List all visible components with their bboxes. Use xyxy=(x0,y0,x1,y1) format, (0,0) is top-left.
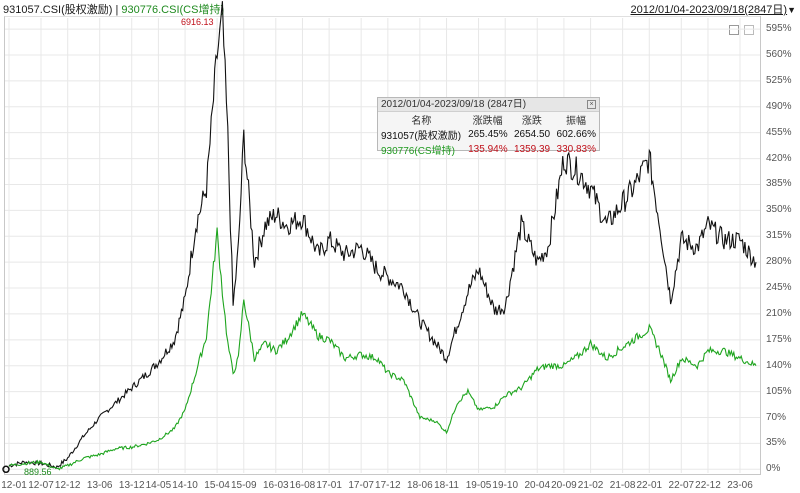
legend-row-name: 931057(股权激励) xyxy=(381,131,462,142)
legend-row-amp: 602.66% xyxy=(556,129,596,140)
x-tick-label: 17-07 xyxy=(348,480,374,491)
close-icon[interactable] xyxy=(744,25,754,35)
legend-column-header: 名称 涨跌幅 涨跌 振幅 xyxy=(378,112,599,127)
peak-annotation: 6916.13 xyxy=(181,17,214,27)
y-tick-label: 595% xyxy=(766,23,792,35)
close-icon[interactable]: × xyxy=(587,100,596,109)
y-tick-label: 105% xyxy=(766,385,792,397)
x-tick-label: 18-06 xyxy=(407,480,433,491)
col-pct: 涨跌幅 xyxy=(472,116,503,127)
x-tick-label: 20-04 xyxy=(524,480,551,491)
low-annotation: 889.56 xyxy=(24,467,52,477)
y-tick-label: 560% xyxy=(766,48,792,60)
x-tick-label: 12-01 xyxy=(1,480,27,491)
start-marker xyxy=(2,465,10,474)
date-range-text: 2012/01/04-2023/09/18(2847日) xyxy=(630,4,788,16)
series1-title[interactable]: 931057.CSI(股权激励) xyxy=(3,4,113,16)
legend-row-amp: 330.83% xyxy=(556,144,596,155)
x-axis-line xyxy=(4,474,761,475)
series-title: 931057.CSI(股权激励) | 930776.CSI(CS增持) xyxy=(3,1,224,17)
x-tick-label: 22-12 xyxy=(695,480,721,491)
x-tick-label: 18-11 xyxy=(434,480,459,491)
col-name: 名称 xyxy=(411,116,432,127)
x-tick-label: 12-12 xyxy=(54,480,81,491)
legend-row[interactable]: 930776(CS增持) 135.94% 1359.39 330.83% xyxy=(378,142,599,157)
legend-table: 名称 涨跌幅 涨跌 振幅 931057(股权激励) 265.45% 2654.5… xyxy=(378,112,599,157)
legend-header: 2012/01/04-2023/09/18 (2847日) × xyxy=(378,98,599,112)
x-tick-label: 22-07 xyxy=(668,480,695,491)
y-tick-label: 140% xyxy=(766,359,792,371)
x-tick-label: 15-04 xyxy=(204,480,230,491)
y-tick-label: 315% xyxy=(766,230,792,242)
x-tick-label: 16-08 xyxy=(289,480,316,491)
y-tick-label: 420% xyxy=(766,152,792,164)
y-tick-label: 35% xyxy=(766,437,787,449)
plot-area[interactable] xyxy=(4,16,761,475)
y-tick-label: 210% xyxy=(766,307,792,319)
col-chg: 涨跌 xyxy=(521,116,542,127)
series-line-1 xyxy=(8,1,757,470)
legend-row[interactable]: 931057(股权激励) 265.45% 2654.50 602.66% xyxy=(378,127,599,142)
y-axis-line xyxy=(760,16,761,474)
y-tick-label: 0% xyxy=(766,463,781,475)
series-line-2 xyxy=(8,227,757,471)
legend-row-chg: 1359.39 xyxy=(513,144,551,155)
triangle-down-icon[interactable]: ▼ xyxy=(787,5,796,15)
x-tick-label: 19-05 xyxy=(465,480,492,491)
legend-row-pct: 135.94% xyxy=(468,144,508,155)
x-tick-label: 12-07 xyxy=(28,480,54,491)
col-amp: 振幅 xyxy=(566,116,587,127)
date-range-selector[interactable]: 2012/01/04-2023/09/18(2847日)▼ xyxy=(631,1,797,17)
x-tick-label: 14-05 xyxy=(145,480,172,491)
series2-title[interactable]: 930776.CSI(CS增持) xyxy=(121,4,225,16)
x-tick-label: 13-06 xyxy=(86,480,113,491)
y-tick-label: 455% xyxy=(766,126,792,138)
x-tick-label: 22-01 xyxy=(636,480,663,491)
x-tick-label: 23-06 xyxy=(727,480,753,491)
y-tick-label: 175% xyxy=(766,333,792,345)
x-tick-label: 16-03 xyxy=(262,480,289,491)
y-tick-label: 245% xyxy=(766,282,792,294)
legend-title: 2012/01/04-2023/09/18 (2847日) xyxy=(381,99,527,110)
y-tick-label: 490% xyxy=(766,100,792,112)
x-tick-label: 21-02 xyxy=(577,480,604,491)
x-tick-label: 21-08 xyxy=(609,480,636,491)
x-tick-label: 19-10 xyxy=(492,480,519,491)
legend-row-chg: 2654.50 xyxy=(513,129,551,140)
y-tick-label: 280% xyxy=(766,256,792,268)
maximize-icon[interactable] xyxy=(729,25,739,35)
x-tick-label: 17-12 xyxy=(375,480,401,491)
chart-header: 931057.CSI(股权激励) | 930776.CSI(CS增持) 2012… xyxy=(0,0,800,17)
y-tick-label: 525% xyxy=(766,74,792,86)
title-separator: | xyxy=(112,4,122,16)
x-tick-label: 14-10 xyxy=(172,480,198,491)
x-tick-label: 20-09 xyxy=(551,480,577,491)
y-tick-label: 350% xyxy=(766,204,792,216)
x-tick-label: 13-12 xyxy=(118,480,145,491)
legend-panel[interactable]: 2012/01/04-2023/09/18 (2847日) × 名称 涨跌幅 涨… xyxy=(377,97,600,157)
x-tick-label: 17-01 xyxy=(316,480,342,491)
legend-row-pct: 265.45% xyxy=(468,129,508,140)
x-tick-label: 15-09 xyxy=(230,480,257,491)
legend-row-name: 930776(CS增持) xyxy=(381,146,455,157)
y-tick-label: 385% xyxy=(766,178,792,190)
y-tick-label: 70% xyxy=(766,411,787,423)
